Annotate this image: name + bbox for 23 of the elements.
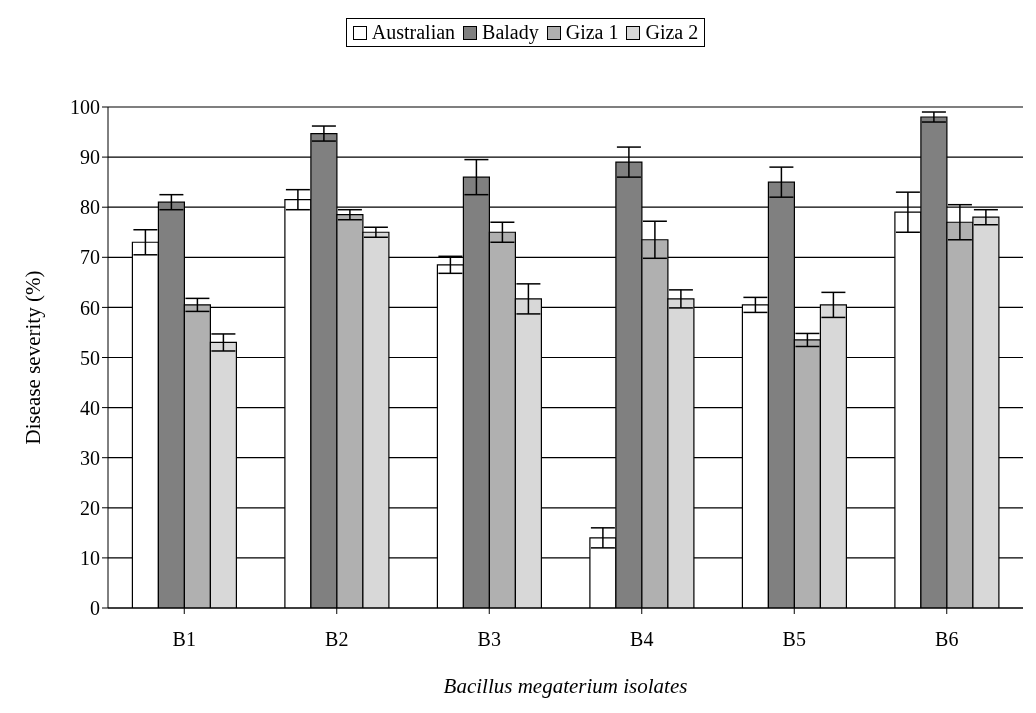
- x-axis-title: Bacillus megaterium isolates: [443, 673, 688, 698]
- y-tick-label: 10: [80, 547, 100, 569]
- y-tick-label: 90: [80, 146, 100, 169]
- y-axis-title: Disease severity (%): [21, 270, 46, 445]
- legend-label: Giza 1: [564, 21, 619, 44]
- y-tick-label: 100: [70, 96, 100, 119]
- y-tick-label: 60: [80, 296, 100, 319]
- y-tick-label: 20: [80, 496, 100, 519]
- y-tick-label: 80: [80, 196, 100, 219]
- legend-label: Giza 2: [644, 21, 699, 44]
- y-tick-label: 40: [80, 396, 100, 419]
- x-tick-label: B4: [630, 628, 654, 651]
- x-tick-label: B5: [782, 628, 806, 651]
- legend-label: Australian: [370, 21, 456, 44]
- x-tick-label: B2: [325, 628, 349, 651]
- x-tick-label: B1: [172, 628, 196, 651]
- y-tick-label: 0: [90, 597, 100, 620]
- y-tick-label: 70: [80, 246, 100, 269]
- y-tick-label: 30: [80, 446, 100, 469]
- x-tick-label: B3: [477, 628, 501, 651]
- x-tick-label: B6: [935, 628, 959, 651]
- legend-label: Balady: [481, 21, 539, 44]
- y-tick-label: 50: [80, 346, 100, 369]
